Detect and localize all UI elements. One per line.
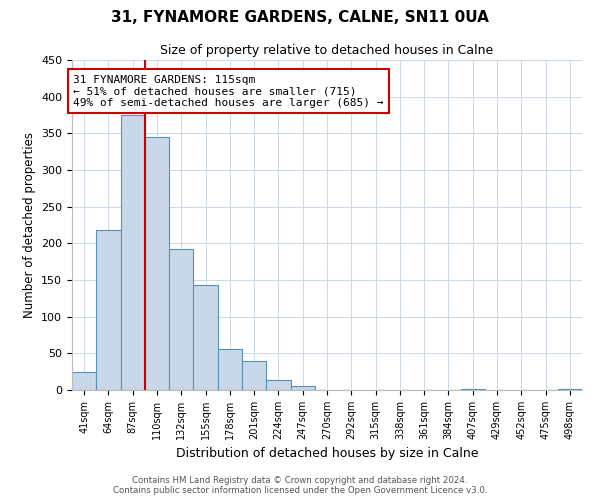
Bar: [145, 137, 169, 390]
Bar: [193, 285, 218, 390]
Bar: [290, 386, 315, 390]
X-axis label: Distribution of detached houses by size in Calne: Distribution of detached houses by size …: [176, 448, 478, 460]
Bar: [169, 249, 193, 390]
Bar: [121, 115, 145, 390]
Text: 31 FYNAMORE GARDENS: 115sqm
← 51% of detached houses are smaller (715)
49% of se: 31 FYNAMORE GARDENS: 115sqm ← 51% of det…: [73, 74, 384, 108]
Bar: [96, 230, 121, 390]
Bar: [72, 372, 96, 390]
Text: 31, FYNAMORE GARDENS, CALNE, SN11 0UA: 31, FYNAMORE GARDENS, CALNE, SN11 0UA: [111, 10, 489, 25]
Bar: [218, 349, 242, 390]
Y-axis label: Number of detached properties: Number of detached properties: [23, 132, 35, 318]
Bar: [266, 380, 290, 390]
Text: Contains HM Land Registry data © Crown copyright and database right 2024.
Contai: Contains HM Land Registry data © Crown c…: [113, 476, 487, 495]
Title: Size of property relative to detached houses in Calne: Size of property relative to detached ho…: [160, 44, 494, 58]
Bar: [242, 360, 266, 390]
